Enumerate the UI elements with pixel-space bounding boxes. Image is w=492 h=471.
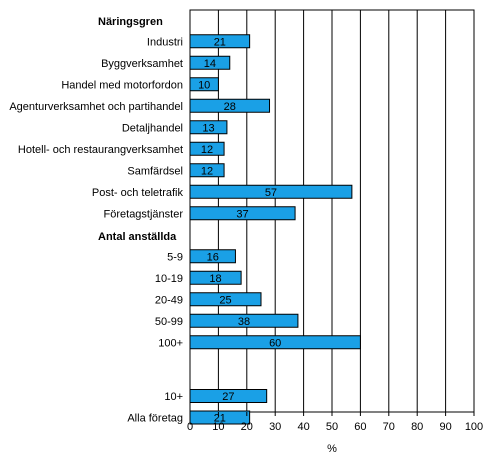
bar	[189, 410, 251, 425]
data-label: 14	[204, 58, 216, 70]
x-tick-label: 0	[187, 421, 193, 433]
data-label: 12	[201, 165, 213, 177]
data-label: 25	[219, 294, 231, 306]
bar	[189, 292, 262, 307]
bar	[189, 184, 353, 199]
x-tick-label: 80	[411, 421, 423, 433]
group-heading: Näringsgren	[98, 16, 163, 28]
bar	[189, 270, 242, 285]
category-label: Alla företag	[127, 413, 183, 425]
category-label: Handel med motorfordon	[61, 79, 183, 91]
category-label: Post- och teletrafik	[92, 187, 184, 199]
category-label: 50-99	[155, 316, 183, 328]
bar	[189, 34, 251, 49]
x-axis-ticks: 0 10 20 30 40 50 60 70 80 90 100	[187, 412, 483, 433]
category-label: 20-49	[155, 294, 183, 306]
x-tick-label: 30	[269, 421, 281, 433]
data-label: 13	[202, 122, 214, 134]
category-labels: Näringsgren Industri Byggverksamhet Handel …	[9, 16, 183, 425]
data-label: 10	[198, 79, 210, 91]
category-label: Företagstjänster	[104, 208, 184, 220]
bar	[189, 77, 219, 92]
x-tick-label: 90	[439, 421, 451, 433]
category-label: Hotell- och restaurangverksamhet	[18, 144, 183, 156]
bar	[189, 120, 228, 135]
bar	[189, 335, 361, 350]
category-label: Industri	[147, 36, 183, 48]
data-label: 60	[269, 337, 281, 349]
data-label: 28	[224, 101, 236, 113]
data-label: 57	[265, 187, 277, 199]
bar	[189, 55, 231, 70]
category-label: Byggverksamhet	[101, 58, 183, 70]
x-tick-label: 20	[241, 421, 253, 433]
x-tick-label: 60	[354, 421, 366, 433]
x-tick-label: 50	[326, 421, 338, 433]
category-label: Detaljhandel	[122, 122, 183, 134]
data-label: 21	[214, 413, 226, 425]
category-label: 5-9	[167, 251, 183, 263]
data-label: 18	[209, 273, 221, 285]
x-tick-label: 70	[383, 421, 395, 433]
category-label: 10+	[164, 391, 183, 403]
bar	[189, 389, 268, 403]
category-label: 100+	[158, 337, 183, 349]
bar	[189, 141, 225, 156]
x-tick-label: 40	[297, 421, 309, 433]
bar	[189, 313, 299, 328]
group-heading: Antal anställda	[98, 231, 177, 243]
data-label: 27	[222, 391, 234, 403]
x-axis-title: %	[327, 443, 337, 455]
category-label: Agenturverksamhet och partihandel	[9, 101, 183, 113]
data-label: 21	[214, 36, 226, 48]
data-label: 16	[207, 251, 219, 263]
data-label: 37	[236, 208, 248, 220]
data-label: 38	[238, 316, 250, 328]
bar	[189, 206, 296, 221]
category-label: 10-19	[155, 273, 183, 285]
category-label: Samfärdsel	[127, 165, 183, 177]
x-tick-label: 10	[212, 421, 224, 433]
bar	[189, 163, 225, 178]
bar	[189, 98, 271, 113]
bar	[189, 249, 236, 264]
data-label: 12	[201, 144, 213, 156]
bars: 21 14 10 28 13 12 12 57 37 16 18 25 38 60 27 21	[189, 34, 361, 425]
x-tick-label: 100	[465, 421, 483, 433]
